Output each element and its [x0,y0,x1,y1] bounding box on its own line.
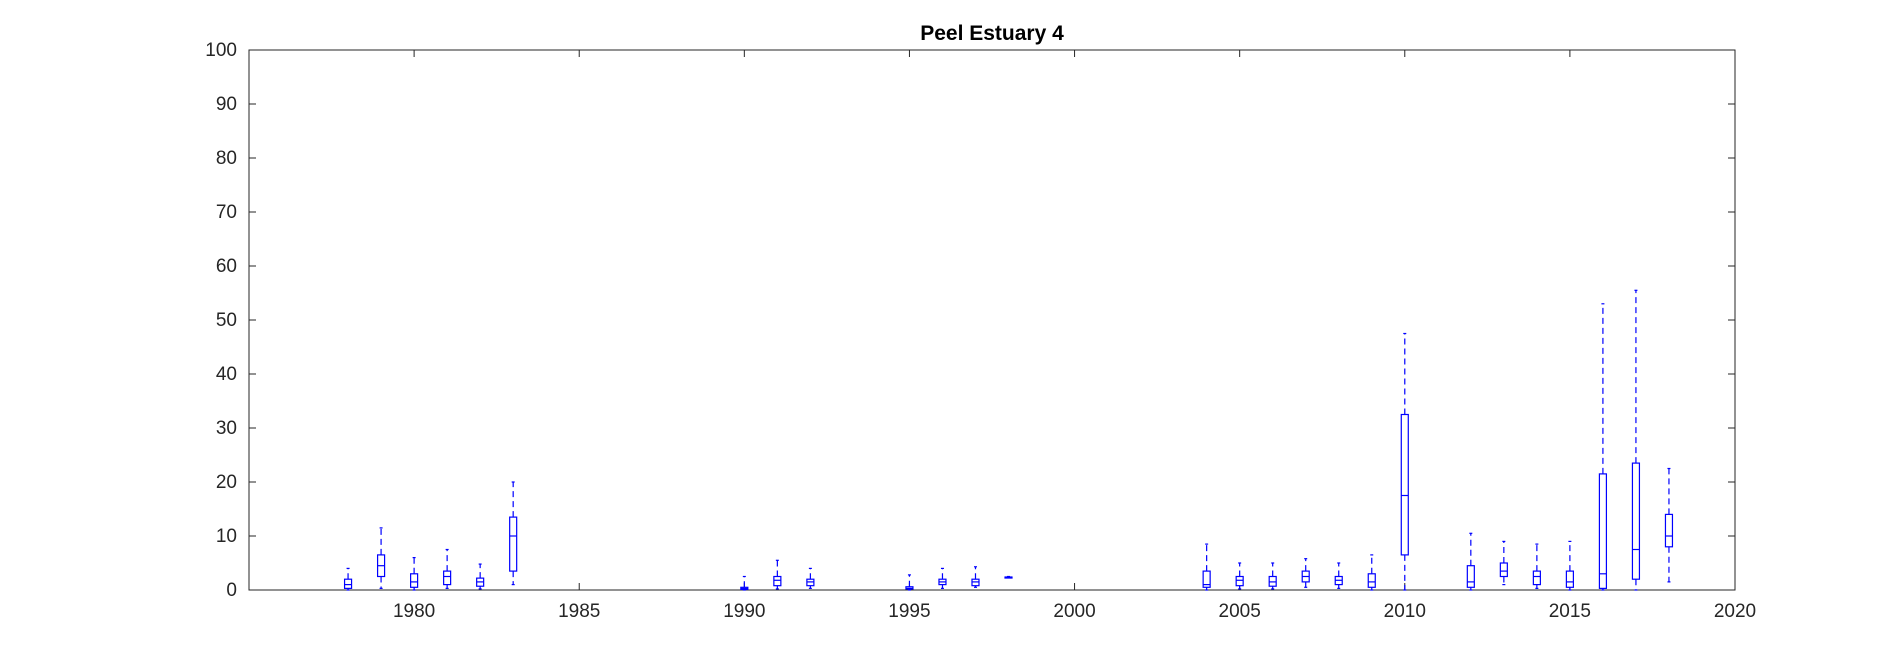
chart-title: Peel Estuary 4 [920,22,1064,45]
y-tick-label: 40 [216,364,237,385]
box-1992 [806,567,815,589]
box-2012 [1466,532,1475,591]
y-tick-label: 100 [205,40,237,61]
y-tick-label: 80 [216,148,237,169]
x-tick-label: 2000 [1053,601,1095,622]
iqr-box [410,573,419,588]
iqr-box [773,575,782,587]
x-tick-label: 2005 [1219,601,1261,622]
box-2005 [1235,562,1244,590]
y-tick-label: 10 [216,526,237,547]
box-2009 [1367,554,1376,591]
ticks: 0 10 20 30 40 50 60 70 80 90 100 1980 1985 1990 1995 20… [205,40,1756,622]
iqr-box [1466,565,1475,588]
box-2017 [1631,289,1641,591]
box-1997 [971,566,980,588]
box-2008 [1334,562,1343,589]
axes [248,49,1736,591]
iqr-box [1631,462,1641,580]
box-2013 [1499,540,1508,586]
x-tick-label: 2010 [1384,601,1426,622]
iqr-box [1499,562,1508,578]
x-tick-label: 2015 [1549,601,1591,622]
y-tick-label: 50 [216,310,237,331]
iqr-box [509,516,518,572]
iqr-box [1664,513,1674,548]
box-2007 [1301,558,1310,588]
box-1990 [740,575,749,591]
boxes [343,289,1674,591]
axes-box [248,49,1736,591]
box-2016 [1598,303,1608,591]
y-tick-label: 70 [216,202,237,223]
box-1981 [443,548,452,589]
iqr-box [1202,570,1211,588]
box-2015 [1565,540,1574,591]
box-1983 [509,481,518,586]
box-2010 [1400,332,1409,591]
x-tick-label: 2020 [1714,601,1756,622]
iqr-box [343,578,353,589]
iqr-box [1565,570,1574,588]
box-1979 [376,527,386,589]
y-tick-label: 20 [216,472,237,493]
x-tick-label: 1995 [888,601,930,622]
box-1996 [938,567,947,589]
box-1991 [773,559,782,590]
box-2018 [1664,467,1674,583]
x-tick-label: 1980 [393,601,435,622]
y-tick-label: 60 [216,256,237,277]
iqr-box [1367,573,1376,588]
y-tick-label: 90 [216,94,237,115]
box-1982 [476,563,485,590]
box-1995 [905,574,914,591]
box-1978 [343,567,353,591]
y-tick-label: 30 [216,418,237,439]
iqr-box [1400,413,1409,556]
iqr-box [1532,570,1541,586]
box-2004 [1202,543,1211,591]
x-tick-label: 1985 [558,601,600,622]
box-1998 [1004,575,1013,579]
iqr-box [443,570,452,586]
box-2014 [1532,543,1541,589]
box-2006 [1268,562,1277,590]
iqr-box [1235,575,1244,587]
y-tick-label: 0 [226,580,237,601]
iqr-box [1598,473,1608,589]
box-1980 [410,556,419,591]
x-tick-label: 1990 [723,601,765,622]
